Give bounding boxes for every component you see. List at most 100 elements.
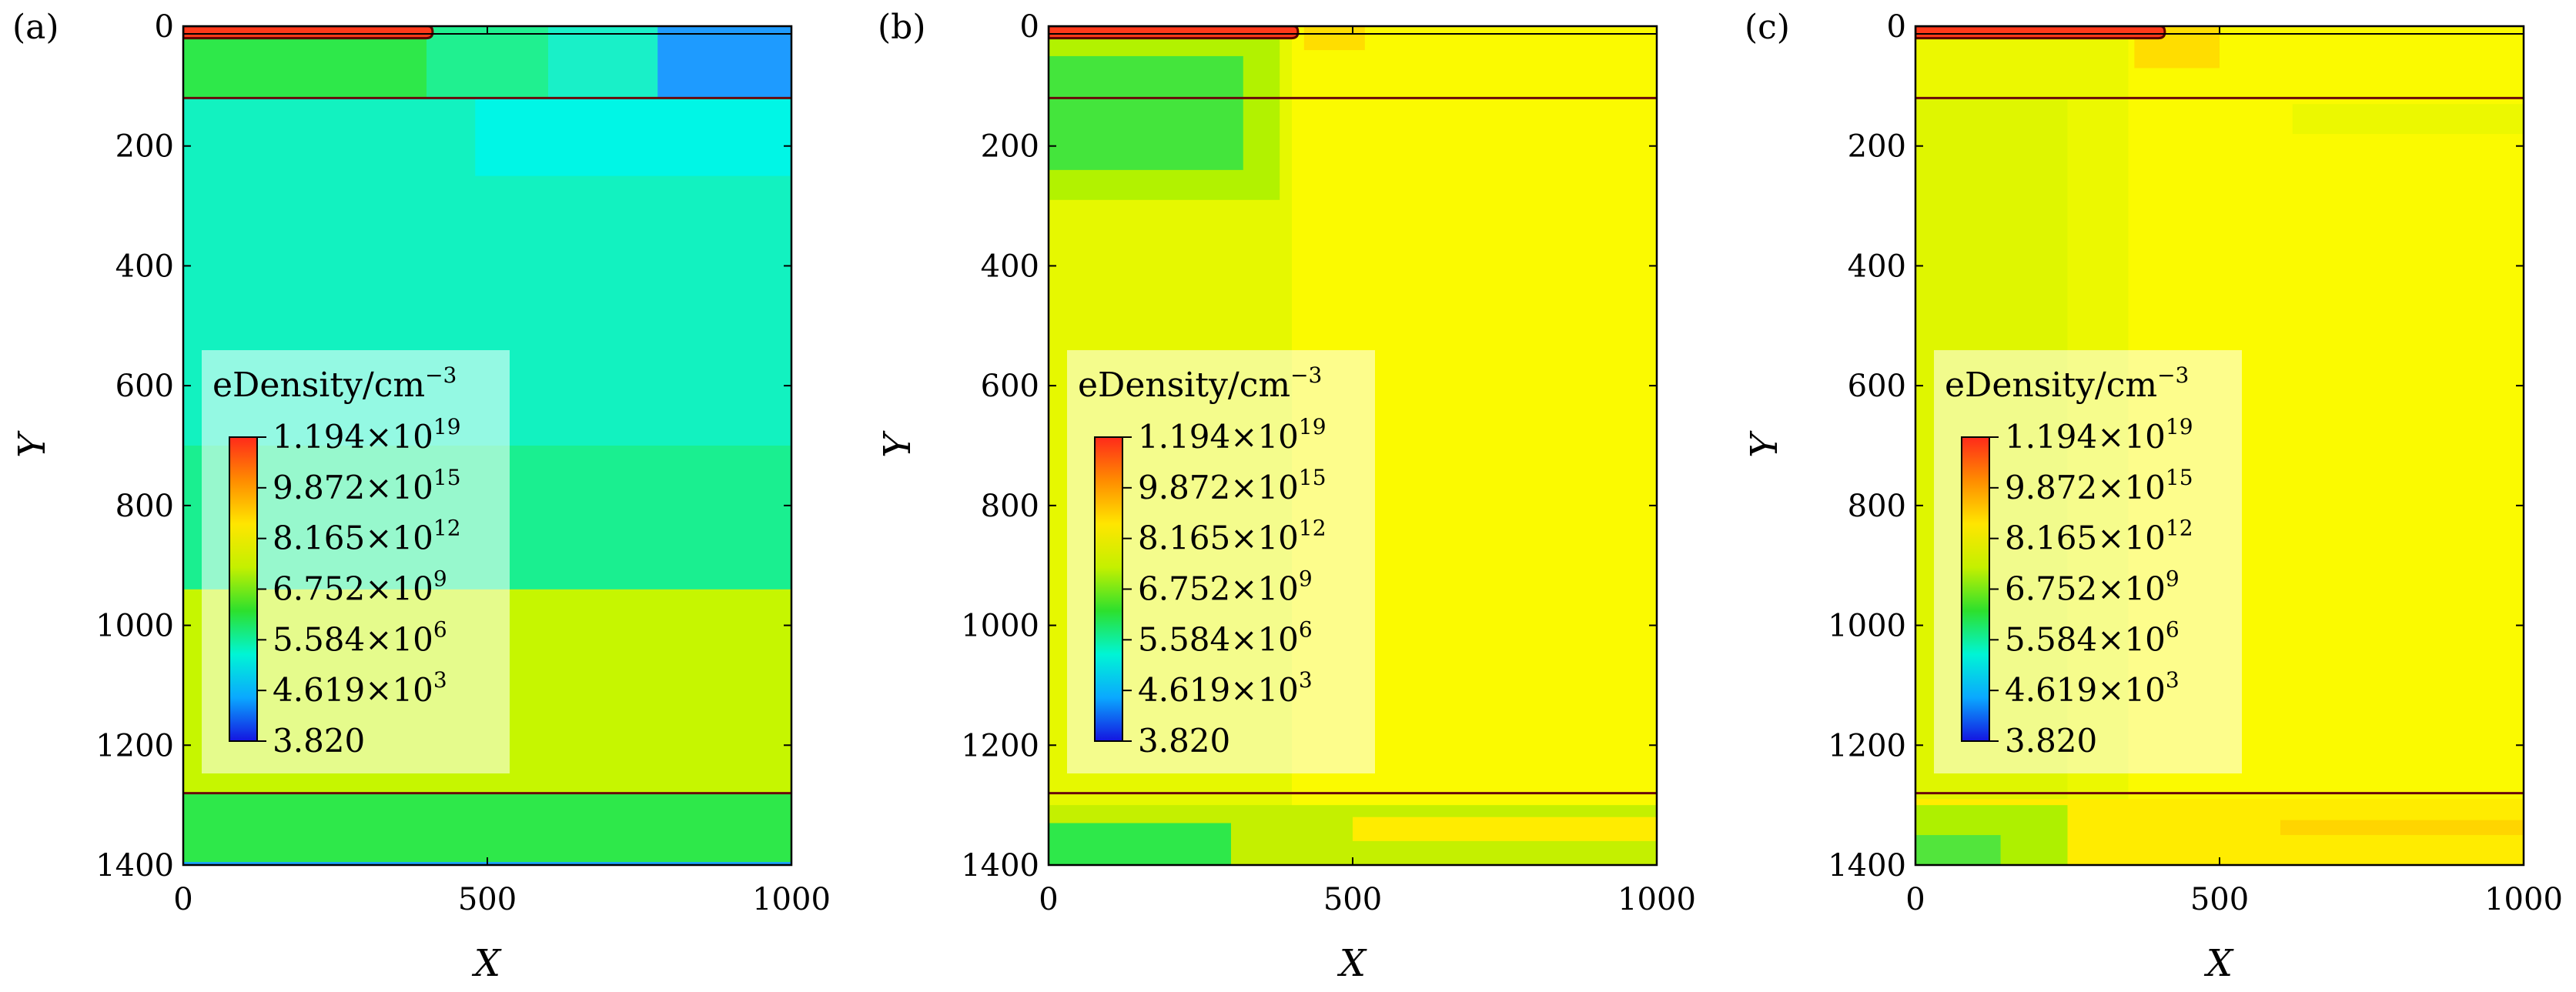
y-tick-label: 1400	[961, 848, 1039, 883]
colorbar-label: 3.820	[273, 722, 365, 760]
colorbar-label-mantissa: 5.584	[2005, 620, 2097, 658]
colorbar-label-exponent: 9	[433, 566, 447, 592]
y-tick-label: 600	[115, 369, 174, 404]
colorbar-label-mantissa: 3.820	[273, 722, 365, 760]
colorbar-label-base: 10	[1257, 519, 1298, 557]
colorbar-label-times: ×	[1230, 671, 1257, 709]
colorbar-label-base: 10	[392, 519, 433, 557]
x-tick-label: 1000	[752, 882, 831, 917]
gate-electrode	[183, 26, 434, 40]
x-tick-label: 500	[1323, 882, 1382, 917]
colorbar-label-base: 10	[1257, 418, 1298, 456]
colorbar-label-base: 10	[2124, 519, 2165, 557]
colorbar-label-times: ×	[1230, 620, 1257, 658]
colorbar-label-times: ×	[365, 519, 392, 557]
colorbar-label-times: ×	[2097, 570, 2124, 608]
colorbar-label-times: ×	[2097, 671, 2124, 709]
colorbar-label: 1.194×1019	[273, 414, 461, 456]
y-tick-label: 400	[981, 249, 1039, 284]
colorbar-label-mantissa: 8.165	[1138, 519, 1230, 557]
y-tick-label: 1200	[961, 728, 1039, 763]
colorbar-label: 1.194×1019	[2005, 414, 2193, 456]
density-region-3	[1049, 55, 1243, 170]
y-tick-label: 800	[981, 489, 1039, 524]
colorbar-label-times: ×	[365, 418, 392, 456]
colorbar-gradient	[1094, 436, 1123, 742]
colorbar-label-base: 10	[2124, 671, 2165, 709]
colorbar-title-exponent: −3	[1290, 362, 1322, 388]
colorbar-label: 5.584×106	[273, 616, 447, 658]
colorbar-legend: eDensity/cm−31.194×10199.872×10158.165×1…	[1934, 350, 2242, 773]
colorbar-label: 9.872×1015	[1138, 465, 1326, 506]
colorbar-label-exponent: 6	[433, 616, 447, 642]
colorbar-label-times: ×	[365, 570, 392, 608]
x-tick-label: 500	[458, 882, 517, 917]
panel-label: (a)	[12, 8, 59, 47]
colorbar-label-times: ×	[365, 469, 392, 506]
colorbar-label-base: 10	[392, 620, 433, 658]
density-region-6	[1049, 823, 1231, 865]
colorbar-label-exponent: 19	[1299, 414, 1326, 439]
density-region-6	[183, 98, 476, 182]
y-tick-label: 600	[1848, 369, 1906, 404]
colorbar-label-exponent: 19	[2166, 414, 2193, 439]
colorbar-label-base: 10	[392, 671, 433, 709]
y-axis-title: Y	[11, 430, 54, 458]
y-tick-label: 0	[1887, 9, 1906, 45]
y-tick-label: 400	[1848, 249, 1906, 284]
colorbar-label-mantissa: 1.194	[2005, 418, 2097, 456]
density-region-7	[1353, 817, 1657, 841]
colorbar-label-exponent: 15	[2166, 465, 2193, 490]
colorbar-title: eDensity/cm−3	[1078, 362, 1322, 405]
gate-electrode	[1915, 26, 2166, 40]
colorbar-label-times: ×	[2097, 519, 2124, 557]
colorbar-label-base: 10	[2124, 418, 2165, 456]
colorbar-label-exponent: 9	[1299, 566, 1313, 592]
colorbar-label-exponent: 3	[1299, 667, 1313, 693]
y-tick-label: 800	[1848, 489, 1906, 524]
colorbar-label: 3.820	[2005, 722, 2097, 760]
colorbar-label-exponent: 12	[1299, 516, 1326, 541]
colorbar-label-mantissa: 9.872	[1138, 469, 1230, 506]
y-tick-label: 1000	[1828, 609, 1906, 644]
x-tick-label: 1000	[2484, 882, 2563, 917]
colorbar-label-mantissa: 1.194	[273, 418, 365, 456]
colorbar-label-exponent: 12	[2166, 516, 2193, 541]
colorbar-title-text: eDensity/cm	[1078, 366, 1290, 405]
y-axis-title: Y	[1743, 430, 1786, 458]
x-tick-label: 0	[1039, 882, 1058, 917]
colorbar-label-base: 10	[1257, 620, 1298, 658]
colorbar-label-base: 10	[1257, 570, 1298, 608]
y-tick-label: 1200	[95, 728, 174, 763]
colorbar-label: 4.619×103	[1138, 667, 1313, 709]
density-region-4	[2292, 104, 2524, 135]
colorbar-label-times: ×	[365, 671, 392, 709]
colorbar-label-mantissa: 6.752	[1138, 570, 1230, 608]
colorbar-label: 9.872×1015	[273, 465, 461, 506]
y-tick-label: 200	[115, 129, 174, 165]
colorbar-label-times: ×	[1230, 469, 1257, 506]
colorbar-legend: eDensity/cm−31.194×10199.872×10158.165×1…	[202, 350, 510, 773]
colorbar-label-mantissa: 6.752	[273, 570, 365, 608]
colorbar-label-mantissa: 3.820	[2005, 722, 2097, 760]
colorbar-label-mantissa: 5.584	[1138, 620, 1230, 658]
y-tick-label: 1400	[95, 848, 174, 883]
density-region-9	[183, 793, 791, 865]
colorbar-label-mantissa: 6.752	[2005, 570, 2097, 608]
colorbar-label-base: 10	[392, 469, 433, 506]
y-tick-label: 800	[115, 489, 174, 524]
colorbar-label-mantissa: 9.872	[2005, 469, 2097, 506]
colorbar-label-times: ×	[2097, 418, 2124, 456]
y-axis-title: Y	[876, 430, 919, 458]
colorbar-title-exponent: −3	[425, 362, 457, 388]
y-tick-label: 1200	[1828, 728, 1906, 763]
colorbar-label-base: 10	[392, 570, 433, 608]
y-tick-label: 1400	[1828, 848, 1906, 883]
colorbar-label-exponent: 15	[1299, 465, 1326, 490]
colorbar-label-times: ×	[2097, 469, 2124, 506]
colorbar-label: 1.194×1019	[1138, 414, 1326, 456]
colorbar-label-mantissa: 8.165	[273, 519, 365, 557]
x-tick-label: 500	[2190, 882, 2249, 917]
colorbar-label-times: ×	[365, 620, 392, 658]
